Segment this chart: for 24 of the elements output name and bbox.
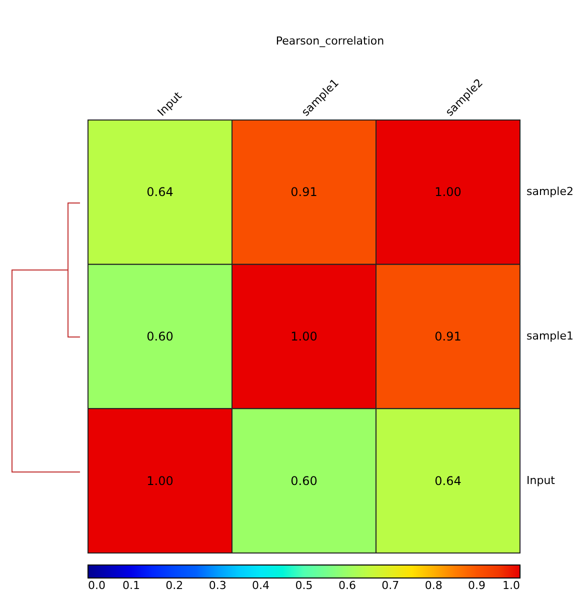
data-label: 1.00 [146, 474, 174, 488]
color-bar-label: 0.8 [424, 579, 442, 592]
color-bar-label: 0.2 [166, 579, 184, 592]
color-bar-label: 0.5 [295, 579, 313, 592]
color-bar-label: 0.3 [208, 579, 226, 592]
color-bar-label: 0.0 [88, 579, 106, 592]
data-label: 0.60 [146, 330, 174, 344]
data-label: 0.64 [146, 185, 174, 200]
y-tick-label: Input [526, 474, 556, 487]
color-bar-label: 0.1 [122, 579, 140, 592]
data-label: 0.64 [434, 474, 462, 488]
color-bar-label: 0.6 [338, 579, 356, 592]
color-bar-label: 0.9 [468, 579, 486, 592]
color-bar-label: 0.7 [382, 579, 400, 592]
data-label: 0.91 [290, 185, 318, 200]
data-label: 1.00 [434, 185, 462, 200]
data-label: 1.00 [290, 330, 318, 344]
color-bar-label: 1.0 [502, 579, 520, 592]
data-label: 0.91 [434, 330, 462, 344]
chart-title: Pearson_correlation [276, 34, 384, 48]
color-bar-label: 0.4 [252, 579, 270, 592]
y-tick-label: sample2 [526, 185, 574, 198]
y-tick-label: sample1 [526, 330, 574, 342]
data-label: 0.60 [290, 474, 318, 488]
